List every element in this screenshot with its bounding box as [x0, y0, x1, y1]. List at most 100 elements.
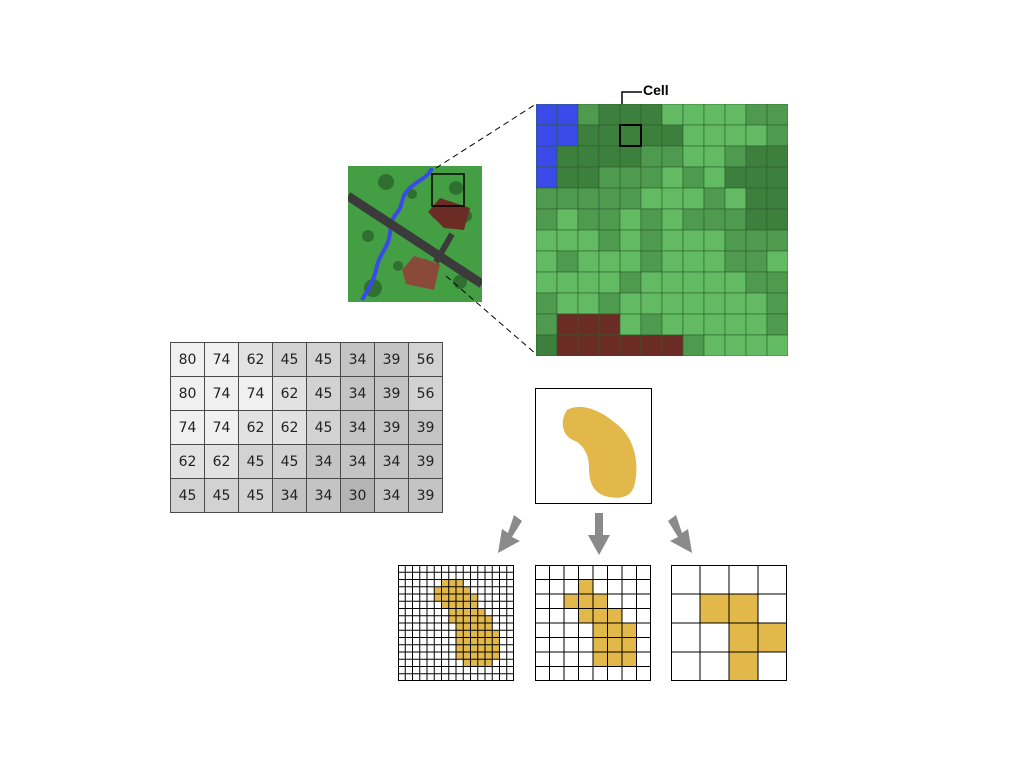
filled-cell [456, 623, 464, 631]
aerial-photo [348, 166, 482, 302]
filled-cell [477, 608, 485, 616]
table-cell: 34 [340, 376, 375, 411]
table-cell: 34 [340, 410, 375, 445]
filled-cell [470, 644, 478, 652]
raster-cell [598, 145, 621, 168]
raster-cell [536, 166, 558, 189]
filled-cell [622, 623, 637, 638]
table-cell: 45 [238, 444, 273, 479]
raster-cell [536, 124, 558, 147]
raster-cell [536, 229, 558, 252]
raster-cell [745, 229, 768, 252]
raster-cell [745, 292, 768, 315]
raster-cell [703, 229, 726, 252]
raster-cell [598, 334, 621, 356]
arrow-left [498, 515, 522, 553]
raster-cell [640, 104, 663, 126]
raster-cell [640, 229, 663, 252]
table-cell: 62 [238, 410, 273, 445]
filled-cell [470, 594, 478, 602]
table-cell: 62 [170, 444, 205, 479]
feature-shape [562, 406, 637, 498]
raster-cell [682, 271, 705, 294]
raster-cell [661, 229, 684, 252]
raster-cell [556, 334, 579, 356]
filled-cell [434, 594, 442, 602]
filled-cell [463, 644, 471, 652]
raster-cell [682, 292, 705, 315]
building-bottom [402, 256, 440, 290]
filled-cell [477, 652, 485, 660]
raster-cell [640, 208, 663, 231]
value-table: 80 74 62 45 45 34 39 56 80 74 74 62 45 34 39 56 74 74 62 62… [170, 342, 443, 513]
raster-cell [536, 250, 558, 273]
raster-cell [536, 208, 558, 231]
raster-cell [724, 313, 747, 336]
filled-cell [485, 630, 493, 638]
raster-cell [745, 313, 768, 336]
filled-cell [448, 594, 456, 602]
raster-cell [598, 187, 621, 210]
filled-cell [448, 615, 456, 623]
raster-cell [577, 187, 600, 210]
filled-cell [607, 608, 622, 623]
raster-cell [577, 145, 600, 168]
raster-cell [724, 187, 747, 210]
raster-cell [640, 187, 663, 210]
raster-cell [682, 145, 705, 168]
arrows [498, 513, 692, 555]
raster-cell [661, 208, 684, 231]
raster-cell [619, 292, 642, 315]
filled-cell [729, 652, 758, 681]
filled-cell [729, 623, 758, 652]
raster-cell [619, 250, 642, 273]
filled-cell [448, 586, 456, 594]
raster-cell [724, 250, 747, 273]
filled-cell [434, 586, 442, 594]
raster-cell [703, 250, 726, 273]
filled-cell [485, 644, 493, 652]
table-cell: 45 [238, 478, 273, 513]
raster-cell [661, 124, 684, 147]
raster-cell [556, 313, 579, 336]
filled-cell [477, 630, 485, 638]
raster-cell [556, 187, 579, 210]
table-cell: 39 [374, 410, 409, 445]
filled-cell [456, 630, 464, 638]
cell-label: Cell [643, 82, 669, 98]
filled-cell [441, 601, 449, 609]
filled-cell [607, 652, 622, 667]
filled-cell [463, 586, 471, 594]
filled-cell [456, 594, 464, 602]
raster-cell [724, 229, 747, 252]
table-row: 80 74 74 62 45 34 39 56 [170, 376, 443, 411]
road [348, 192, 482, 288]
raster-cell [556, 271, 579, 294]
raster-cell [682, 104, 705, 126]
filled-cell [578, 594, 593, 609]
raster-cell [661, 250, 684, 273]
grid-medium [535, 565, 651, 681]
raster-cell [703, 187, 726, 210]
raster-cell [724, 104, 747, 126]
filled-cell [470, 608, 478, 616]
raster-cell [556, 124, 579, 147]
filled-cell [463, 652, 471, 660]
raster-cell [598, 292, 621, 315]
arrow-middle [588, 513, 610, 555]
raster-cell [766, 166, 788, 189]
table-cell: 34 [374, 444, 409, 479]
table-cell: 56 [408, 342, 443, 377]
grid-coarse [671, 565, 787, 681]
filled-cell [593, 594, 608, 609]
raster-cell [724, 124, 747, 147]
table-cell: 74 [204, 342, 239, 377]
raster-cell [536, 334, 558, 356]
filled-cell [456, 652, 464, 660]
raster-cell [766, 208, 788, 231]
table-cell: 56 [408, 376, 443, 411]
raster-cell [598, 104, 621, 126]
filled-cell [564, 594, 579, 609]
table-cell: 62 [272, 410, 307, 445]
filled-cell [470, 615, 478, 623]
